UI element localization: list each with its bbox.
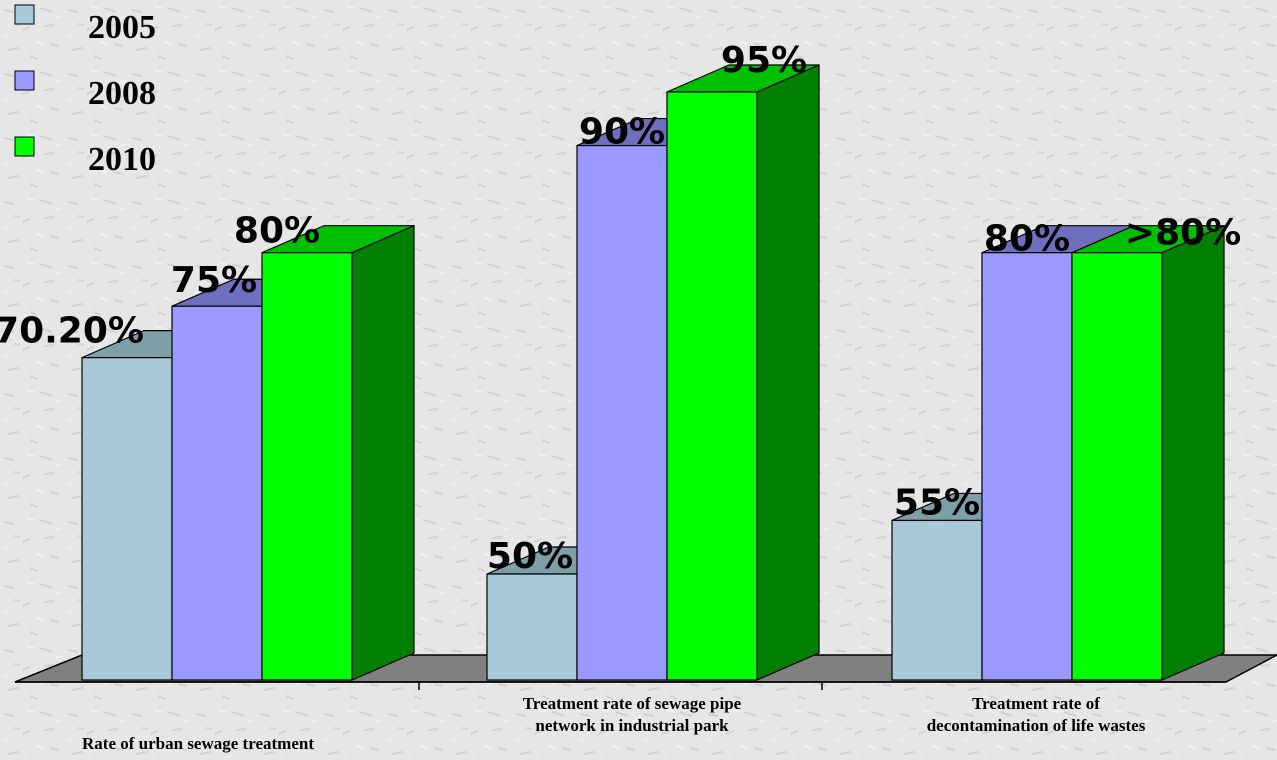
value-label-2010-cat-2: 95% <box>721 40 807 81</box>
bar-front <box>81 357 173 681</box>
legend-swatch <box>14 70 35 91</box>
legend-label: 2010 <box>88 141 156 178</box>
bar-front <box>486 573 578 681</box>
bar-front <box>891 519 983 681</box>
legend-item-2008: 2008 <box>14 70 156 112</box>
bar-side <box>756 64 820 681</box>
bars <box>81 64 1225 681</box>
value-label-2005-cat-3: 55% <box>894 482 980 523</box>
value-label-2008-cat-3: 80% <box>984 219 1070 260</box>
value-label-2008-cat-2: 90% <box>579 112 665 153</box>
legend-item-2010: 2010 <box>14 136 156 178</box>
bar-side <box>1161 224 1225 681</box>
bar-2010-cat-3 <box>1071 224 1225 681</box>
bar-2010-cat-1 <box>261 224 415 681</box>
value-label-2005-cat-1: 70.20% <box>0 311 144 352</box>
value-label-2010-cat-3: >80% <box>1125 213 1241 254</box>
value-label-2010-cat-1: 80% <box>234 211 320 252</box>
legend-swatch <box>14 136 35 157</box>
legend-swatch <box>14 4 35 25</box>
bar-front <box>981 252 1073 681</box>
bar-side <box>351 224 415 681</box>
bar-front <box>171 305 263 681</box>
category-label-2: Treatment rate of sewage pipe network in … <box>523 694 742 735</box>
value-label-2008-cat-1: 75% <box>171 260 257 301</box>
legend-item-2005: 2005 <box>14 4 156 46</box>
category-labels: Rate of urban sewage treatment Treatment … <box>82 694 1146 753</box>
bar-front <box>666 91 758 681</box>
category-label-1: Rate of urban sewage treatment <box>82 734 314 753</box>
bar-2010-cat-2 <box>666 64 820 681</box>
category-label-3: Treatment rate of decontamination of life… <box>927 694 1146 735</box>
legend-label: 2005 <box>88 9 156 46</box>
bar-front <box>1071 252 1163 681</box>
legend-label: 2008 <box>88 75 156 112</box>
bar-front <box>576 144 668 681</box>
bar-front <box>261 252 353 681</box>
legend: 2005 2008 2010 <box>14 4 156 178</box>
value-label-2005-cat-2: 50% <box>487 536 573 577</box>
value-labels: 70.20% 75% 80% 50% 90% 95% 55% 80% >80% <box>0 40 1241 577</box>
